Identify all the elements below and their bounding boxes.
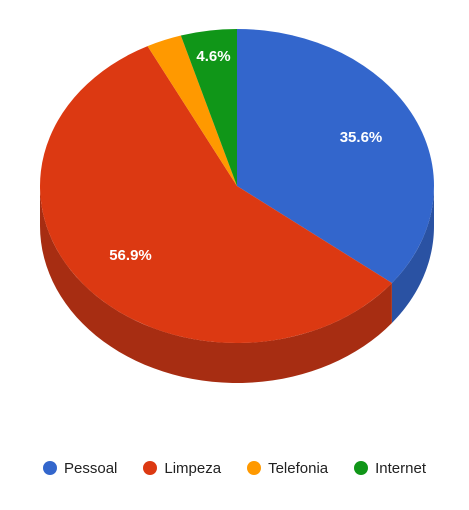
legend: Pessoal Limpeza Telefonia Internet <box>0 456 469 480</box>
pie-slice-limpeza[interactable] <box>40 46 392 343</box>
legend-marker-limpeza <box>143 461 158 475</box>
legend-item-internet[interactable]: Internet <box>354 460 426 477</box>
pie-label-pessoal: 35.6% <box>340 129 383 146</box>
pie-slice-telefonia[interactable] <box>147 35 237 187</box>
legend-marker-telefonia <box>247 461 262 475</box>
legend-marker-internet <box>354 461 369 475</box>
legend-label-pessoal: Pessoal <box>64 459 118 477</box>
pie-slice-pessoal[interactable] <box>237 29 434 283</box>
pie-top-faces <box>40 29 434 343</box>
legend-marker-pessoal <box>43 461 57 475</box>
legend-item-limpeza[interactable]: Limpeza <box>143 460 221 477</box>
legend-label-limpeza: Limpeza <box>164 459 222 477</box>
pie-label-internet: 4.6% <box>196 48 230 65</box>
pie-label-limpeza: 56.9% <box>109 247 152 264</box>
legend-item-pessoal[interactable]: Pessoal <box>43 460 117 477</box>
legend-label-internet: Internet <box>375 459 426 477</box>
pie-labels: 35.6% 56.9% 4.6% <box>109 48 382 264</box>
legend-label-telefonia: Telefonia <box>268 459 329 477</box>
pie-side-limpeza <box>40 186 392 383</box>
pie-side-pessoal <box>391 186 434 323</box>
pie-slice-internet[interactable] <box>180 29 237 186</box>
legend-item-telefonia[interactable]: Telefonia <box>247 460 328 477</box>
pie-side-walls <box>40 186 434 383</box>
